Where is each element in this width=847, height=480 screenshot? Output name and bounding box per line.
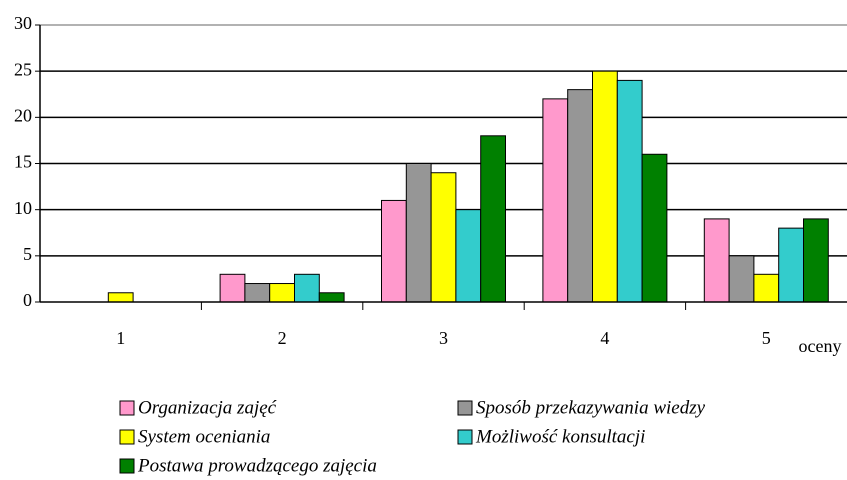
bar xyxy=(728,255,755,303)
bar xyxy=(430,172,457,303)
y-tick-label: 10 xyxy=(14,198,32,218)
bar xyxy=(269,283,296,303)
bar xyxy=(381,199,407,303)
bar xyxy=(294,273,320,303)
legend-label: Sposób przekazywania wiedzy xyxy=(476,397,706,418)
legend-swatch xyxy=(119,458,135,474)
bar xyxy=(703,218,730,303)
legend-swatch xyxy=(457,429,473,445)
y-tick-label: 0 xyxy=(23,290,32,310)
bar xyxy=(616,79,643,303)
bar xyxy=(244,283,271,303)
bar xyxy=(107,292,134,303)
legend-swatch xyxy=(119,429,135,445)
legend-label: Postawa prowadzącego zajęcia xyxy=(137,455,377,476)
bar xyxy=(455,209,482,303)
x-axis-label: oceny xyxy=(799,336,842,356)
bar xyxy=(405,163,432,303)
bar xyxy=(592,70,618,303)
x-tick-label: 3 xyxy=(439,328,448,348)
legend-label: Możliwość konsultacji xyxy=(475,426,645,447)
bar xyxy=(318,292,345,303)
y-tick-label: 20 xyxy=(14,105,32,125)
y-tick-label: 15 xyxy=(14,152,32,172)
y-tick-label: 25 xyxy=(14,59,32,79)
legend-label: Organizacja zajęć xyxy=(138,397,277,418)
legend-swatch xyxy=(457,400,473,416)
x-tick-label: 5 xyxy=(762,328,771,348)
legend-label: System oceniania xyxy=(138,426,270,447)
x-tick-label: 2 xyxy=(278,328,287,348)
bar xyxy=(219,273,246,303)
bar xyxy=(778,227,805,303)
y-tick-label: 5 xyxy=(23,244,32,264)
bar xyxy=(480,135,507,303)
y-tick-label: 30 xyxy=(14,13,32,33)
legend-swatch xyxy=(119,400,135,416)
bar xyxy=(753,273,780,303)
bar xyxy=(542,98,569,303)
bar xyxy=(803,218,829,303)
x-tick-label: 4 xyxy=(600,328,609,348)
x-tick-label: 1 xyxy=(116,328,125,348)
bar xyxy=(567,89,594,303)
bar xyxy=(641,153,668,303)
